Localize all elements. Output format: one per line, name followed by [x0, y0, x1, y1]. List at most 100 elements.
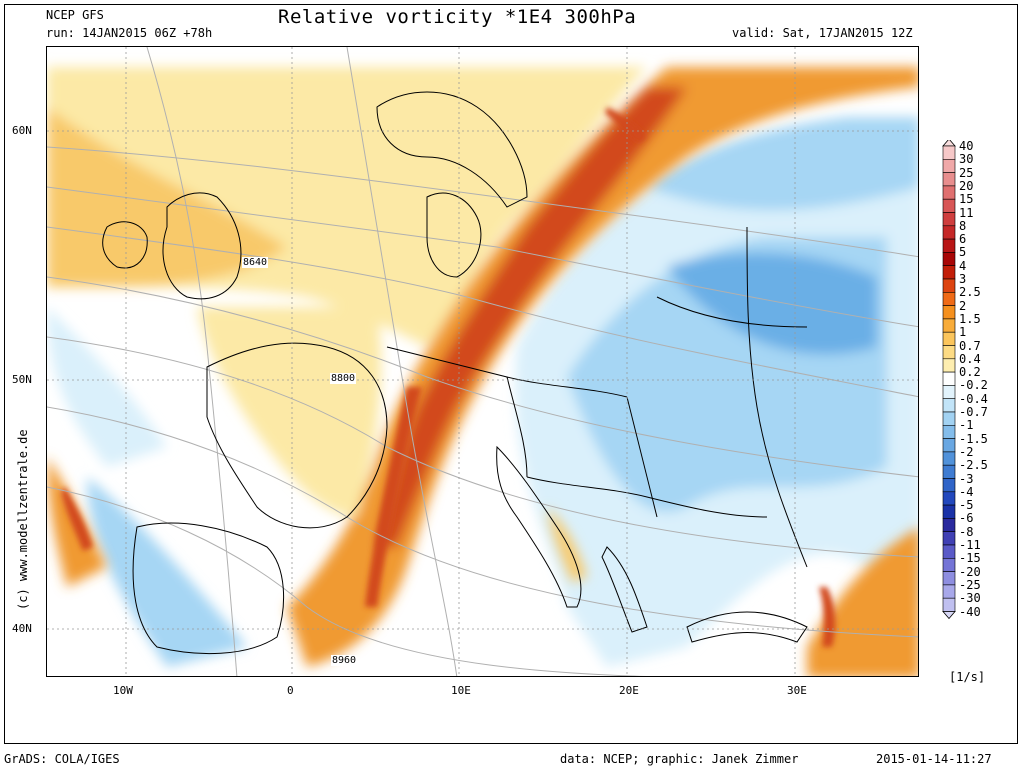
legend-swatch: [942, 385, 956, 399]
contour-line: [47, 336, 918, 558]
footer-software: GrADS: COLA/IGES: [4, 752, 120, 766]
legend-swatch: [942, 358, 956, 373]
map-svg: [47, 47, 918, 676]
contour-line: [47, 406, 918, 638]
legend-swatch: [942, 504, 956, 519]
legend-tick-label: -30: [959, 591, 981, 606]
legend-swatch: [942, 518, 956, 532]
legend-tick-label: 2.5: [959, 285, 981, 300]
contour-line: [47, 146, 918, 258]
legend-swatch: [942, 531, 956, 546]
negative-vorticity-fields: [47, 117, 918, 667]
legend-tick-label: 25: [959, 165, 974, 180]
copyright-text: (c) www.modellzentrale.de: [16, 429, 30, 610]
legend-tick-label: -15: [959, 551, 981, 566]
border: [656, 296, 808, 328]
legend-top-arrow: [942, 140, 956, 147]
contour-label: 8800: [330, 373, 357, 384]
scandinavia-negative: [647, 117, 918, 211]
plot-frame: [4, 4, 1018, 744]
coastlines-and-borders: [102, 91, 808, 655]
legend-swatch: [942, 464, 956, 479]
coastline: [686, 611, 808, 643]
valid-time: valid: Sat, 17JAN2015 12Z: [732, 26, 913, 40]
legend-swatch: [942, 238, 956, 253]
legend-tick-label: 1: [959, 325, 967, 340]
strong-positive-cores: [61, 107, 836, 647]
legend-tick-label: 5: [959, 245, 967, 260]
legend-tick-label: 6: [959, 232, 967, 247]
model-name: NCEP GFS: [46, 8, 104, 22]
legend-tick-label: 11: [959, 205, 974, 220]
chart-title: Relative vorticity *1E4 300hPa: [278, 6, 637, 28]
legend-tick-label: -11: [959, 538, 981, 552]
legend-tick-label: -6: [959, 511, 974, 526]
legend-tick-label: 2: [959, 298, 967, 313]
legend-tick-label: -4: [959, 484, 974, 499]
legend-swatch: [942, 584, 956, 599]
vorticity-map: 8640 8800 8960: [46, 46, 919, 677]
legend-bottom-arrow: [942, 611, 956, 620]
legend-swatch: [942, 544, 956, 559]
coastline: [376, 91, 528, 208]
legend-tick-label: -20: [959, 564, 981, 579]
legend-swatch: [942, 597, 956, 612]
legend-tick-label: 0.2: [959, 365, 981, 380]
legend-swatch: [942, 172, 956, 187]
legend-swatch: [942, 278, 956, 293]
legend-tick-label: -2.5: [959, 458, 988, 473]
height-contours: [47, 47, 918, 676]
legend-tick-label: -2: [959, 444, 974, 459]
border: [746, 226, 808, 568]
border: [526, 476, 768, 518]
coastline: [206, 342, 388, 529]
legend-swatch: [942, 451, 956, 466]
lat-label-60n: 60N: [12, 124, 32, 137]
black-sea-positive: [807, 528, 918, 676]
contour-line: [47, 186, 918, 328]
legend-swatch: [942, 478, 956, 493]
legend-swatch: [942, 557, 956, 572]
legend-tick-label: -40: [959, 604, 981, 619]
footer-credit: data: NCEP; graphic: Janek Zimmer: [560, 752, 799, 766]
lon-label-0: 0: [287, 684, 294, 697]
lon-label-20e: 20E: [619, 684, 639, 697]
legend-swatch: [942, 145, 956, 160]
legend-swatch: [942, 571, 956, 586]
coastline: [601, 546, 648, 633]
lon-label-10e: 10E: [451, 684, 471, 697]
legend-tick-label: -25: [959, 577, 981, 592]
contour-line: [47, 486, 645, 676]
legend-tick-label: 1.5: [959, 311, 981, 326]
north-sea-core: [605, 107, 647, 143]
legend-tick-label: -0.7: [959, 405, 988, 419]
legend-tick-label: 0.7: [959, 338, 981, 353]
lon-label-30e: 30E: [787, 684, 807, 697]
france-positive: [197, 307, 381, 517]
contour-label: 8960: [331, 655, 358, 666]
jet-core-positive: [377, 87, 687, 547]
legend-swatch: [942, 491, 956, 506]
contour-label: 8640: [242, 257, 269, 268]
graticule: [47, 47, 918, 676]
contour-line: [47, 226, 918, 398]
biscay-core: [61, 487, 93, 551]
legend-swatch: [942, 185, 956, 200]
border: [626, 396, 658, 518]
iberia-negative: [87, 477, 247, 667]
legend-tick-label: 40: [959, 139, 974, 153]
contour-line: [47, 276, 918, 478]
legend-swatch: [942, 252, 956, 267]
border: [506, 376, 528, 478]
contour-line: [146, 47, 238, 676]
legend-swatch: [942, 212, 956, 227]
legend-swatch: [942, 265, 956, 280]
legend-swatch: [942, 158, 956, 173]
legend-tick-label: -0.2: [959, 378, 988, 393]
coastline: [162, 192, 242, 300]
lat-label-40n: 40N: [12, 622, 32, 635]
lat-label-50n: 50N: [12, 373, 32, 386]
legend-swatch: [942, 411, 956, 426]
footer-timestamp: 2015-01-14-11:27: [876, 752, 992, 766]
legend-swatch: [942, 292, 956, 306]
